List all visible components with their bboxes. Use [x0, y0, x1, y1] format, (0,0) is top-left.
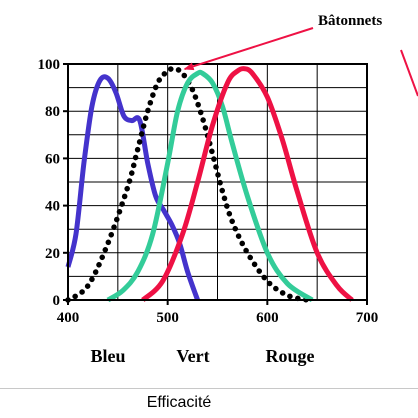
annotation: Bâtonnets — [183, 13, 418, 97]
x-tick-label: 500 — [156, 310, 179, 326]
series-line-1 — [65, 65, 310, 303]
y-tick-label: 100 — [38, 57, 61, 73]
spectral-sensitivity-chart: 0 20 40 60 80 100 400 500 600 700 Bleu Vert Rouge Bâ… — [38, 13, 418, 366]
axes — [63, 63, 368, 305]
caption-text: Efficacité — [146, 394, 212, 411]
series-line-2 — [106, 69, 314, 303]
x-tick-label: 700 — [356, 310, 379, 326]
caption-divider — [0, 388, 418, 389]
annotation-arrow — [183, 27, 314, 71]
y-tick-label: 20 — [45, 246, 60, 262]
y-tick-label: 60 — [45, 151, 60, 167]
annotation-label: Bâtonnets — [318, 13, 382, 29]
y-tick-label: 80 — [45, 104, 60, 120]
curves — [65, 65, 354, 303]
category-label: Rouge — [266, 346, 315, 366]
category-label: Bleu — [90, 346, 125, 366]
annotation-arrow-secondary — [400, 49, 418, 97]
labels: 0 20 40 60 80 100 400 500 600 700 Bleu Vert Rouge — [38, 57, 379, 366]
category-label: Vert — [176, 346, 209, 366]
x-tick-label: 600 — [256, 310, 279, 326]
y-tick-label: 0 — [53, 293, 61, 309]
series-line-0 — [65, 74, 200, 301]
series-line-3 — [141, 66, 354, 302]
plot-frame — [67, 63, 368, 301]
x-tick-label: 400 — [57, 310, 80, 326]
y-tick-label: 40 — [45, 199, 60, 215]
